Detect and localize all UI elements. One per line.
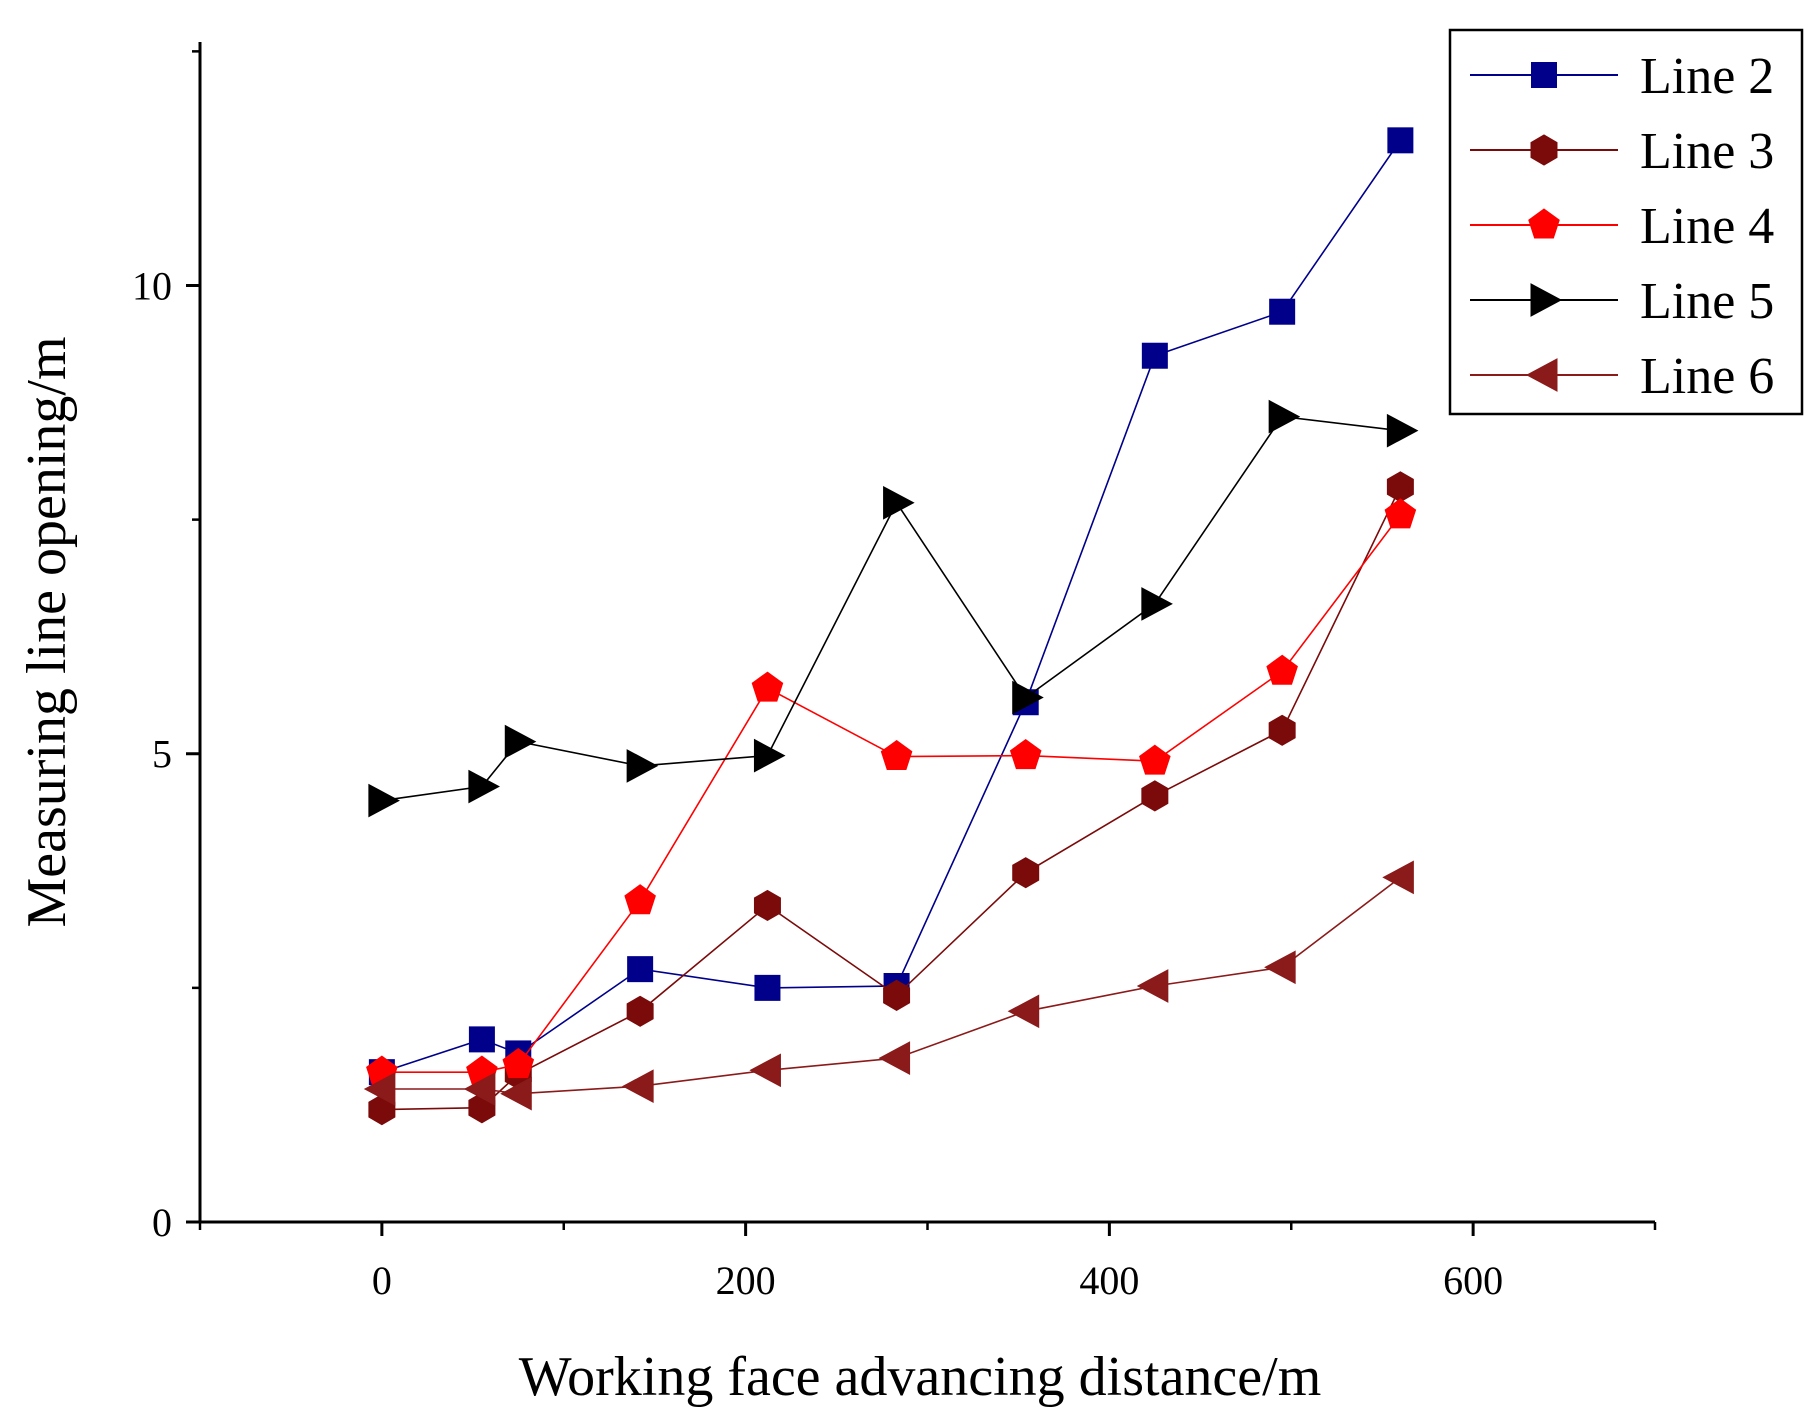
x-axis-title: Working face advancing distance/m (519, 1346, 1322, 1408)
data-point (504, 724, 537, 759)
legend-item: Line 4 (1470, 198, 1774, 255)
legend-label: Line 2 (1640, 48, 1774, 105)
data-point (1009, 739, 1042, 770)
legend: Line 2 Line 3 Line 4 Line 5 Line 6 (1448, 28, 1804, 416)
legend-label: Line 3 (1640, 123, 1774, 180)
data-point (1264, 950, 1296, 985)
legend-label: Line 6 (1640, 348, 1774, 405)
data-point (883, 979, 911, 1011)
y-tick-label: 5 (152, 732, 172, 777)
series-line (381, 139, 1402, 1073)
data-point (500, 1076, 532, 1111)
data-point (753, 889, 781, 922)
data-point (502, 1048, 535, 1079)
legend-item: Line 2 (1470, 48, 1774, 105)
data-point (1141, 587, 1173, 621)
data-point (1139, 744, 1171, 775)
data-point (368, 783, 400, 818)
legend-marker (1528, 208, 1560, 239)
data-point (622, 1069, 654, 1104)
data-point (1141, 780, 1169, 812)
data-point (1268, 399, 1301, 434)
series-line (381, 876, 1401, 1095)
data-point (1141, 342, 1168, 369)
series-line-3 (368, 471, 1414, 1126)
data-point (1386, 471, 1414, 503)
legend-label: Line 4 (1640, 198, 1774, 255)
legend-items: Line 2 Line 3 Line 4 Line 5 Line 6 (1470, 48, 1774, 405)
data-point (363, 1072, 396, 1106)
series-line (381, 415, 1401, 802)
legend-marker (1531, 62, 1557, 88)
x-tick-label: 0 (372, 1258, 392, 1303)
legend-box (1448, 28, 1804, 416)
series-line (381, 514, 1402, 1073)
legend-item: Line 3 (1470, 123, 1774, 180)
data-point (468, 1026, 495, 1053)
legend-marker (1530, 134, 1558, 166)
series-line-2 (368, 127, 1414, 1086)
data-point (626, 749, 659, 783)
data-point (1387, 127, 1414, 154)
ticks: 0 200 400 600 0 5 10 (132, 50, 1657, 1303)
data-point (1382, 860, 1414, 895)
data-point (883, 485, 915, 520)
data-point (751, 671, 784, 702)
data-point (626, 995, 654, 1027)
data-point (627, 956, 654, 983)
x-tick-label: 600 (1443, 1258, 1503, 1303)
data-point (468, 769, 500, 804)
data-point (1269, 298, 1296, 325)
data-point (1384, 498, 1417, 529)
data-point (1007, 994, 1040, 1029)
data-point (1136, 969, 1169, 1003)
legend-marker (1530, 283, 1563, 317)
data-point (878, 1041, 911, 1075)
legend-marker (1525, 358, 1558, 392)
series-line-5 (368, 399, 1419, 818)
legend-label: Line 5 (1640, 273, 1774, 330)
data-point (753, 738, 786, 773)
data-point (1012, 680, 1044, 715)
data-point (1266, 654, 1298, 685)
data-point (1386, 413, 1419, 448)
x-tick-label: 200 (716, 1258, 776, 1303)
data-point (1268, 714, 1296, 746)
series-line-6 (363, 860, 1414, 1111)
data-point (754, 974, 781, 1001)
data-point (880, 739, 913, 770)
x-tick-label: 400 (1079, 1258, 1139, 1303)
data-point (1012, 857, 1040, 889)
data-point (749, 1053, 781, 1088)
data-point (463, 1072, 496, 1106)
series-line (381, 486, 1402, 1111)
legend-item: Line 5 (1470, 273, 1774, 330)
data-point (624, 884, 656, 915)
y-axis-title: Measuring line opening/m (16, 336, 78, 927)
y-tick-label: 0 (152, 1200, 172, 1245)
series-group (363, 127, 1419, 1126)
axes: 0 200 400 600 0 5 10 (132, 42, 1657, 1303)
legend-item: Line 6 (1470, 348, 1774, 405)
y-tick-label: 10 (132, 263, 172, 308)
